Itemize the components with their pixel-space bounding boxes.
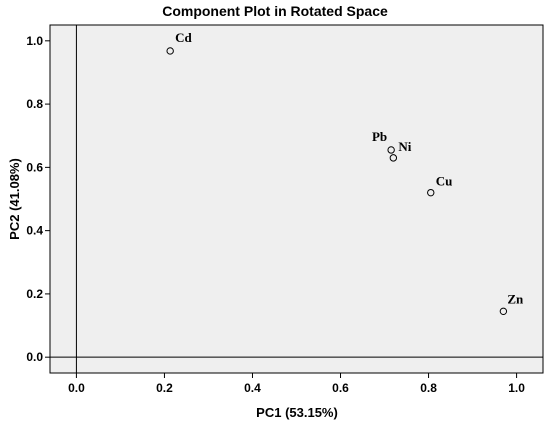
point-marker-ni [389, 154, 398, 162]
x-tick-label: 0.0 [68, 381, 85, 395]
point-label-pb: Pb [372, 129, 387, 144]
point-marker-pb [387, 146, 395, 154]
data-points: Cd Pb Ni Cu Zn [166, 30, 524, 316]
point-marker-zn [499, 307, 508, 316]
reference-lines [50, 25, 543, 373]
point-marker-cu [427, 188, 435, 197]
y-tick-label: 0.0 [26, 350, 43, 364]
chart-title: Component Plot in Rotated Space [162, 3, 388, 19]
point-label-cd: Cd [175, 30, 192, 45]
x-tick-label: 1.0 [508, 381, 525, 395]
y-tick-label: 0.4 [26, 224, 43, 238]
x-tick-label: 0.6 [332, 381, 349, 395]
y-axis: 0.0 0.2 0.4 0.6 0.8 1.0 [26, 34, 50, 364]
plot-area [49, 24, 544, 374]
y-tick-label: 0.8 [26, 97, 43, 111]
point-label-cu: Cu [436, 174, 453, 189]
x-axis-label: PC1 (53.15%) [256, 405, 338, 420]
point-label-zn: Zn [507, 291, 524, 306]
x-tick-label: 0.4 [244, 381, 261, 395]
x-tick-label: 0.2 [156, 381, 173, 395]
y-tick-label: 0.2 [26, 287, 43, 301]
x-tick-label: 0.8 [420, 381, 437, 395]
y-axis-label: PC2 (41.08%) [7, 158, 22, 240]
y-tick-label: 1.0 [26, 34, 43, 48]
point-marker-cd [166, 47, 174, 55]
point-label-ni: Ni [398, 139, 411, 154]
x-axis: 0.0 0.2 0.4 0.6 0.8 1.0 [68, 373, 525, 395]
y-tick-label: 0.6 [26, 160, 43, 174]
